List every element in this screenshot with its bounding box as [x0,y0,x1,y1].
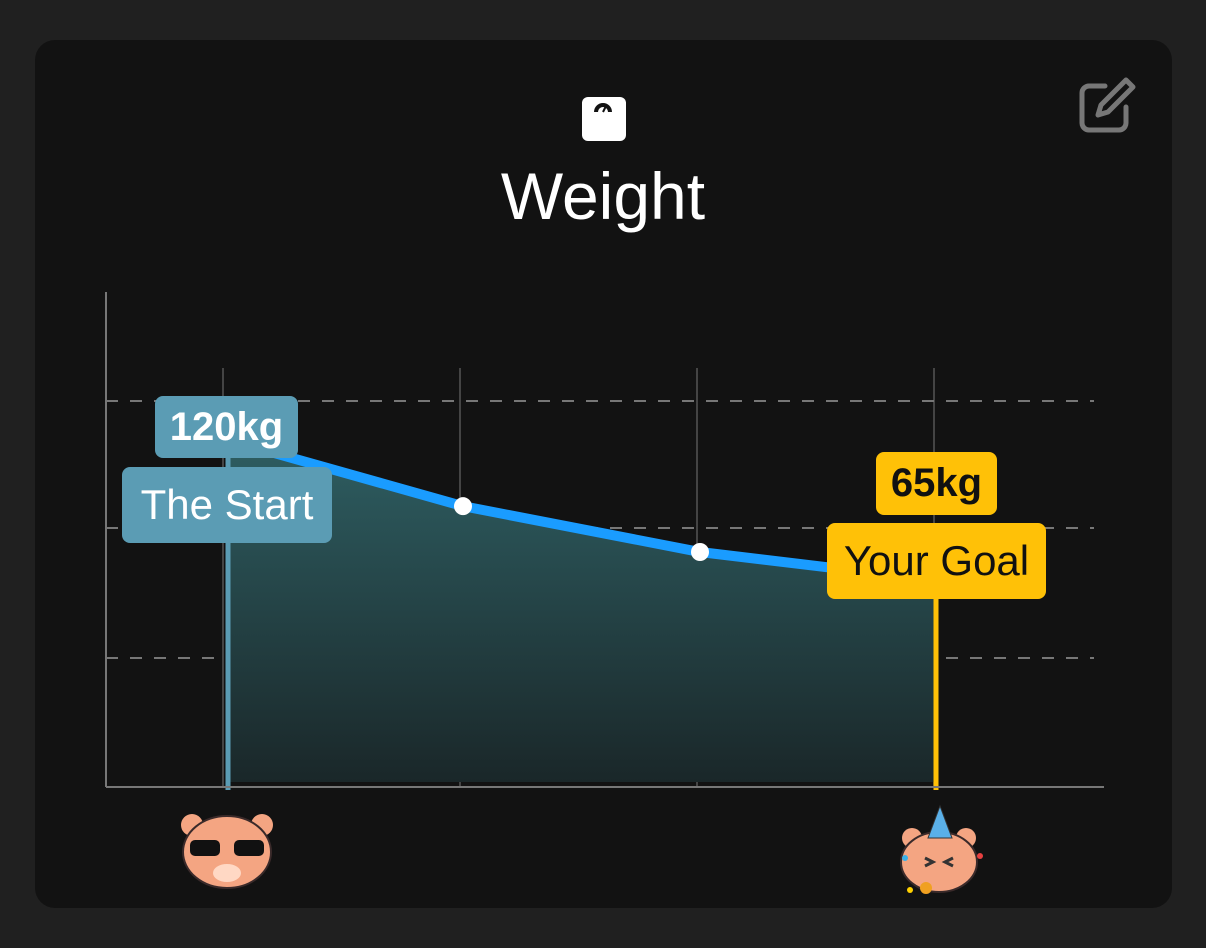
area-fill [228,440,934,782]
card-title: Weight [500,159,706,233]
goal-value-label: 65kg [876,452,997,515]
start-label: The Start [122,467,332,543]
data-point [454,497,472,516]
series-line [223,435,939,585]
data-point [691,543,709,561]
goal-label: Your Goal [827,523,1046,599]
weight-scale-icon [582,97,626,141]
cool-bear-sunglasses-icon [181,814,273,889]
start-value-label: 120kg [155,396,298,458]
party-bear-icon [900,804,983,894]
edit-icon[interactable] [1079,77,1136,133]
